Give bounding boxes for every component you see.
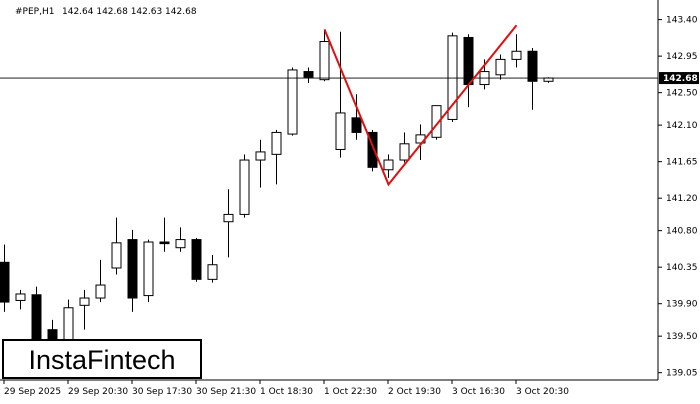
x-tick-label: 29 Sep 20:30 [68, 387, 128, 397]
candle-body [447, 35, 458, 120]
candle-body [383, 159, 394, 171]
candle-body [31, 294, 42, 345]
candle-body [367, 131, 378, 168]
y-tick-label: 139.50 [666, 332, 698, 342]
candle-body [0, 261, 10, 303]
candle-body [431, 105, 442, 138]
candle-body [511, 50, 522, 60]
current-price-label: 142.68 [663, 74, 698, 84]
candle-body [351, 117, 362, 133]
y-tick-label: 142.95 [666, 52, 698, 62]
y-tick-label: 140.80 [666, 227, 698, 237]
candle-body [255, 151, 266, 161]
candle-body [399, 143, 410, 161]
candle-body [79, 297, 90, 306]
chart-title: #PEP,H1 [15, 7, 54, 17]
candle-body [111, 242, 122, 269]
y-tick-label: 140.35 [666, 263, 698, 273]
candle-body [463, 36, 474, 86]
candle-body [159, 241, 170, 245]
y-tick-label: 143.40 [666, 16, 698, 26]
candle-body [175, 239, 186, 249]
current-price-box [659, 72, 699, 85]
y-tick-label: 142.10 [666, 121, 698, 131]
candle-body [495, 58, 506, 76]
candle-body [239, 159, 250, 215]
y-tick-label: 139.05 [666, 369, 698, 379]
x-tick-label: 30 Sep 21:30 [196, 387, 256, 397]
x-tick-label: 1 Oct 18:30 [260, 387, 313, 397]
candle-body [223, 213, 234, 223]
candle-body [335, 112, 346, 150]
candle-body [95, 284, 106, 299]
x-tick-label: 3 Oct 20:30 [516, 387, 569, 397]
ohlc-info: 142.64 142.68 142.63 142.68 [62, 7, 197, 17]
pattern-line [323, 24, 518, 187]
candle-body [207, 264, 218, 280]
x-tick-label: 1 Oct 22:30 [324, 387, 377, 397]
candle-body [271, 131, 282, 155]
candle-body [319, 41, 330, 81]
y-tick-label: 141.20 [666, 194, 698, 204]
candle-body [15, 293, 26, 301]
y-tick-label: 139.90 [666, 300, 698, 310]
watermark: InstaFintech [28, 345, 175, 375]
candle-body [143, 241, 154, 297]
candle-body [287, 69, 298, 135]
candle-body [47, 329, 58, 340]
candle-body [303, 71, 314, 78]
y-tick-label: 142.50 [666, 89, 698, 99]
candle-body [543, 77, 554, 82]
y-tick-label: 141.65 [666, 158, 698, 168]
x-tick-label: 3 Oct 16:30 [452, 387, 505, 397]
x-tick-label: 30 Sep 17:30 [132, 387, 192, 397]
watermark-box [2, 339, 202, 379]
x-tick-label: 29 Sep 2025 [4, 387, 61, 397]
candle-body [527, 50, 538, 82]
candle-body [127, 239, 138, 299]
x-tick-label: 2 Oct 19:30 [388, 387, 441, 397]
candle-body [191, 239, 202, 280]
